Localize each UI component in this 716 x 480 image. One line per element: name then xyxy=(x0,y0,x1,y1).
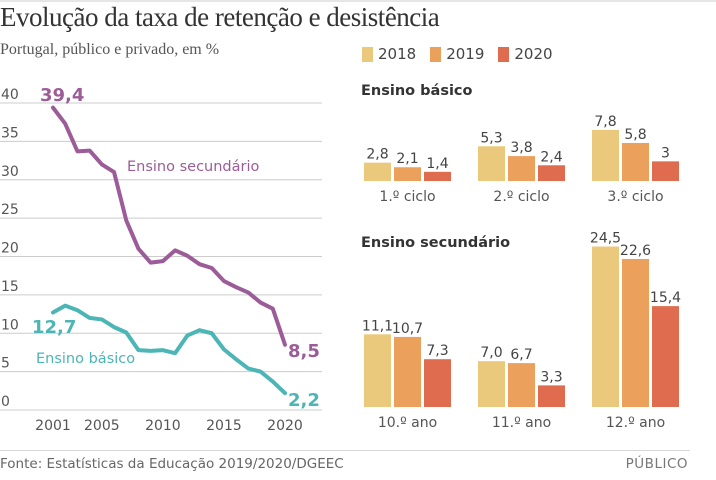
y-tick-label: 20 xyxy=(1,241,19,257)
bar-chart-title: Ensino básico xyxy=(361,83,473,99)
bar-value-label: 2,1 xyxy=(396,151,418,167)
bar-value-label: 7,3 xyxy=(426,343,448,359)
bar-2019 xyxy=(394,167,421,181)
bar-2020 xyxy=(538,165,565,181)
bar-value-label: 5,3 xyxy=(480,130,502,146)
bar-category-label: 10.º ano xyxy=(378,415,437,431)
top-border xyxy=(0,0,716,2)
bar-2019 xyxy=(622,258,649,407)
bar-2020 xyxy=(424,359,451,407)
x-tick-label: 2010 xyxy=(145,418,181,434)
bar-value-label: 22,6 xyxy=(620,243,651,259)
y-tick-label: 0 xyxy=(1,394,10,410)
legend-swatch-2020 xyxy=(498,46,510,62)
y-tick-label: 10 xyxy=(1,317,19,333)
bar-value-label: 2,4 xyxy=(540,149,562,165)
line-chart-labels: 39,4 8,5 Ensino secundário 12,7 2,2 Ensino bá… xyxy=(32,85,320,411)
x-tick-label: 2005 xyxy=(84,418,120,434)
line-chart-axes: 0 5 10 15 20 25 30 35 40 2001 2005 2010 2015 2020 xyxy=(1,87,303,434)
bar-value-label: 24,5 xyxy=(590,231,621,247)
bar-value-label: 6,7 xyxy=(510,347,532,363)
end-value-label-basico: 2,2 xyxy=(288,390,320,411)
bar-2020 xyxy=(424,171,451,181)
series-line-secundario xyxy=(51,105,287,347)
bar-2019 xyxy=(508,363,535,407)
bar-value-label: 7,8 xyxy=(594,114,616,130)
legend-label-2018: 2018 xyxy=(378,45,417,63)
legend-label-2019: 2019 xyxy=(446,45,485,63)
series-line-basico xyxy=(51,303,287,396)
bar-value-label: 10,7 xyxy=(392,321,423,337)
bar-category-label: 3.º ciclo xyxy=(607,189,663,205)
end-value-label-secundario: 8,5 xyxy=(288,341,320,362)
source-note: Fonte: Estatísticas da Educação 2019/202… xyxy=(0,456,344,472)
bar-value-label: 3,8 xyxy=(510,140,532,156)
brand-logo: PÚBLICO xyxy=(625,456,688,472)
bar-2018 xyxy=(592,246,619,407)
y-tick-label: 25 xyxy=(1,202,19,218)
legend-label-2020: 2020 xyxy=(514,45,553,63)
y-tick-label: 30 xyxy=(1,164,19,180)
bar-2018 xyxy=(478,146,505,181)
line-chart-grid xyxy=(0,102,322,411)
chart-subtitle: Portugal, público e privado, em % xyxy=(0,41,220,58)
bar-value-label: 15,4 xyxy=(650,290,681,306)
start-value-label-basico: 12,7 xyxy=(32,317,76,338)
legend-swatch-2019 xyxy=(430,46,442,62)
bar-2018 xyxy=(592,129,619,181)
bar-2018 xyxy=(364,334,391,407)
bar-category-label: 12.º ano xyxy=(606,415,665,431)
bar-chart-ensino-basico: Ensino básico 2,8 2,1 1,4 1.º ciclo 5,3 3,8 2,4… xyxy=(361,83,679,205)
chart-title: Evolução da taxa de retenção e desistênc… xyxy=(0,2,440,32)
bar-category-label: 11.º ano xyxy=(492,415,551,431)
bar-category-label: 1.º ciclo xyxy=(379,189,435,205)
bar-2019 xyxy=(622,143,649,181)
legend-swatch-2018 xyxy=(362,46,373,62)
legend-item-2019: 2019 xyxy=(430,45,484,63)
bar-chart-title: Ensino secundário xyxy=(361,235,510,251)
x-tick-label: 2001 xyxy=(35,418,71,434)
y-tick-label: 15 xyxy=(1,279,19,295)
bar-value-label: 2,8 xyxy=(366,147,388,163)
y-tick-label: 35 xyxy=(1,125,19,141)
y-tick-label: 40 xyxy=(1,87,19,103)
x-tick-label: 2020 xyxy=(267,418,303,434)
bar-2018 xyxy=(364,162,391,181)
bar-2020 xyxy=(652,161,679,181)
bar-category-label: 2.º ciclo xyxy=(493,189,549,205)
footer-divider xyxy=(0,450,690,451)
bar-value-label: 7,0 xyxy=(480,345,502,361)
bar-value-label: 3,3 xyxy=(540,369,562,385)
bar-value-label: 3 xyxy=(661,145,670,161)
series-name-label-basico: Ensino básico xyxy=(36,351,135,367)
bar-2019 xyxy=(508,156,535,181)
bar-2020 xyxy=(538,385,565,407)
bar-2018 xyxy=(478,361,505,407)
bar-value-label: 1,4 xyxy=(426,156,448,172)
legend-item-2018: 2018 xyxy=(362,45,416,63)
bar-2020 xyxy=(652,306,679,407)
x-tick-label: 2015 xyxy=(206,418,242,434)
start-value-label-secundario: 39,4 xyxy=(40,85,84,106)
bar-chart-ensino-secundario: Ensino secundário 11,110,77,3 10.º ano 7,0 6… xyxy=(361,231,681,431)
y-tick-label: 5 xyxy=(1,356,10,372)
series-name-label-secundario: Ensino secundário xyxy=(127,159,260,175)
legend-item-2020: 2020 xyxy=(498,45,553,63)
legend: 2018 2019 2020 xyxy=(362,45,553,63)
bar-value-label: 11,1 xyxy=(362,318,393,334)
bar-value-label: 5,8 xyxy=(624,127,646,143)
line-chart-series xyxy=(51,105,287,396)
bar-2019 xyxy=(394,336,421,407)
